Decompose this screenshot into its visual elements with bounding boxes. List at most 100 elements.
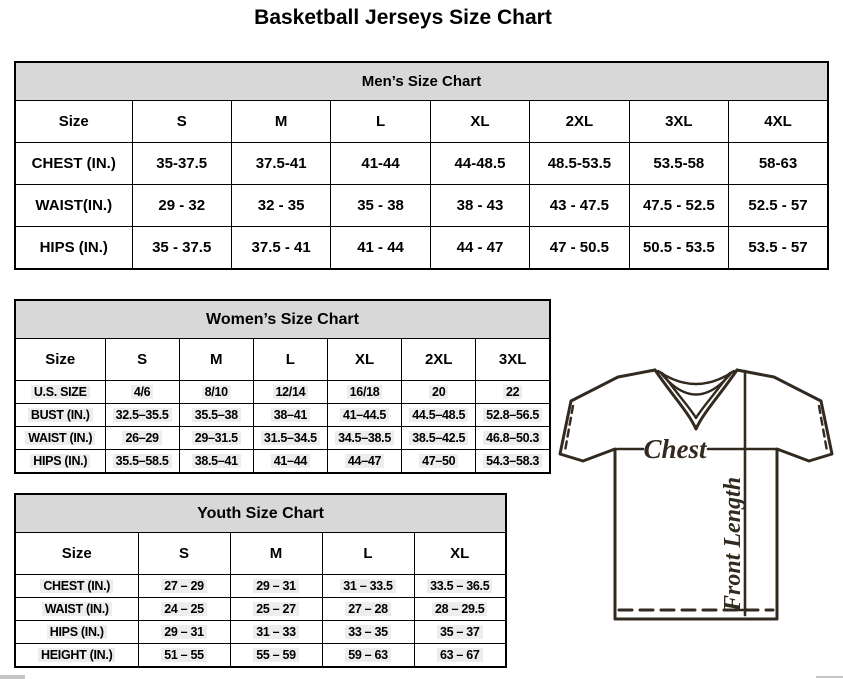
table-row: BUST (IN.) 32.5–35.5 35.5–38 38–41 41–44… (14, 403, 551, 427)
table-row: HIPS (IN.) 29 – 31 31 – 33 33 – 35 35 – … (14, 620, 507, 644)
table-cell: 35.5–58.5 (104, 449, 180, 474)
column-header: 2XL (529, 100, 630, 143)
cell-text: 31 – 33 (253, 625, 299, 639)
row-label-text: HEIGHT (IN.) (38, 648, 116, 662)
cell-text: 27 – 28 (345, 602, 391, 616)
row-label: HIPS (IN.) (14, 449, 106, 474)
cell-text: 27 – 29 (161, 579, 207, 593)
cell-text: 25 – 27 (253, 602, 299, 616)
jersey-outline (558, 368, 834, 621)
table-cell: 29–31.5 (178, 426, 254, 450)
table-cell: 35.5–38 (178, 403, 254, 427)
cell-text: 31.5–34.5 (260, 431, 320, 445)
cell-text: 22 (502, 385, 523, 399)
column-header: M (229, 532, 323, 575)
table-cell: 12/14 (252, 380, 328, 404)
table-cell: 31 – 33.5 (321, 574, 415, 598)
table-title-row: Women’s Size Chart (14, 299, 551, 339)
table-cell: 29 – 31 (229, 574, 323, 598)
table-cell: 52.8–56.5 (475, 403, 551, 427)
table-header-row: Size S M L XL 2XL 3XL 4XL (14, 100, 829, 143)
table-cell: 38.5–41 (178, 449, 254, 474)
chest-label: Chest (643, 434, 708, 464)
table-cell: 37.5 - 41 (230, 226, 332, 270)
front-length-label: Front Length (720, 477, 746, 612)
column-header: XL (413, 532, 507, 575)
table-row: WAIST (IN.) 26–29 29–31.5 31.5–34.5 34.5… (14, 426, 551, 450)
row-label: CHEST (IN.) (14, 574, 139, 598)
table-cell: 35 – 37 (413, 620, 507, 644)
table-cell: 38.5–42.5 (401, 426, 477, 450)
table-cell: 33 – 35 (321, 620, 415, 644)
row-label-text: CHEST (IN.) (40, 579, 114, 593)
table-cell: 41–44 (252, 449, 328, 474)
table-row: CHEST (IN.) 27 – 29 29 – 31 31 – 33.5 33… (14, 574, 507, 598)
column-header: S (131, 100, 232, 143)
row-label-text: WAIST (IN.) (41, 602, 112, 616)
cell-text: 29 – 31 (161, 625, 207, 639)
table-cell: 44.5–48.5 (401, 403, 477, 427)
jersey-diagram-svg: Chest Front Length (558, 368, 834, 621)
table-cell: 58-63 (728, 142, 829, 185)
column-header: 3XL (628, 100, 730, 143)
cell-text: 44.5–48.5 (409, 408, 469, 422)
table-cell: 63 – 67 (413, 643, 507, 668)
table-cell: 32.5–35.5 (104, 403, 180, 427)
table-header-row: Size S M L XL 2XL 3XL (14, 338, 551, 381)
table-cell: 46.8–50.3 (475, 426, 551, 450)
table-row: WAIST (IN.) 24 – 25 25 – 27 27 – 28 28 –… (14, 597, 507, 621)
table-cell: 47.5 - 52.5 (628, 184, 730, 227)
table-cell: 38 - 43 (429, 184, 531, 227)
table-row: U.S. SIZE 4/6 8/10 12/14 16/18 20 22 (14, 380, 551, 404)
column-header: L (330, 100, 431, 143)
table-cell: 29 – 31 (137, 620, 231, 644)
table-cell: 22 (475, 380, 551, 404)
table-cell: 55 – 59 (229, 643, 323, 668)
table-header-row: Size S M L XL (14, 532, 507, 575)
cell-text: 20 (429, 385, 449, 399)
horizontal-scrollbar-fragment-left[interactable] (0, 675, 25, 679)
cell-text: 46.8–50.3 (483, 431, 543, 445)
row-label-text: HIPS (IN.) (46, 625, 107, 639)
womens-chart-title: Women’s Size Chart (14, 299, 551, 339)
table-cell: 31 – 33 (229, 620, 323, 644)
cell-text: 54.3–58.3 (483, 454, 543, 468)
table-cell: 16/18 (326, 380, 403, 404)
horizontal-scrollbar-fragment-right[interactable] (816, 676, 843, 678)
table-cell: 4/6 (104, 380, 180, 404)
cell-text: 38.5–41 (191, 454, 241, 468)
collar-outer-v (653, 368, 739, 431)
table-cell: 33.5 – 36.5 (413, 574, 507, 598)
row-label: HEIGHT (IN.) (14, 643, 139, 668)
table-cell: 41 - 44 (330, 226, 431, 270)
cell-text: 33 – 35 (345, 625, 391, 639)
row-label-text: BUST (IN.) (27, 408, 93, 422)
cell-text: 41–44.5 (340, 408, 390, 422)
table-cell: 29 - 32 (131, 184, 232, 227)
row-label-text: WAIST (IN.) (25, 431, 96, 445)
table-cell: 24 – 25 (137, 597, 231, 621)
column-header: XL (326, 338, 403, 381)
table-cell: 35-37.5 (131, 142, 232, 185)
cell-text: 35 – 37 (436, 625, 483, 639)
column-header: 4XL (728, 100, 829, 143)
table-cell: 47–50 (401, 449, 477, 474)
table-cell: 27 – 29 (137, 574, 231, 598)
row-label: HIPS (IN.) (14, 620, 139, 644)
table-row: WAIST(IN.) 29 - 32 32 - 35 35 - 38 38 - … (14, 184, 829, 227)
cell-text: 51 – 55 (161, 648, 207, 662)
cell-text: 38–41 (270, 408, 311, 422)
table-cell: 52.5 - 57 (728, 184, 829, 227)
table-cell: 34.5–38.5 (326, 426, 403, 450)
collar-inner-v (660, 371, 732, 420)
row-label: BUST (IN.) (14, 403, 106, 427)
table-cell: 32 - 35 (230, 184, 332, 227)
table-title-row: Youth Size Chart (14, 493, 507, 533)
table-cell: 44-48.5 (429, 142, 531, 185)
table-row: CHEST (IN.) 35-37.5 37.5-41 41-44 44-48.… (14, 142, 829, 185)
column-header: XL (429, 100, 531, 143)
table-cell: 48.5-53.5 (529, 142, 630, 185)
column-header: Size (14, 338, 106, 381)
right-cuff-dashed-seam (817, 404, 829, 453)
cell-text: 8/10 (201, 385, 231, 399)
